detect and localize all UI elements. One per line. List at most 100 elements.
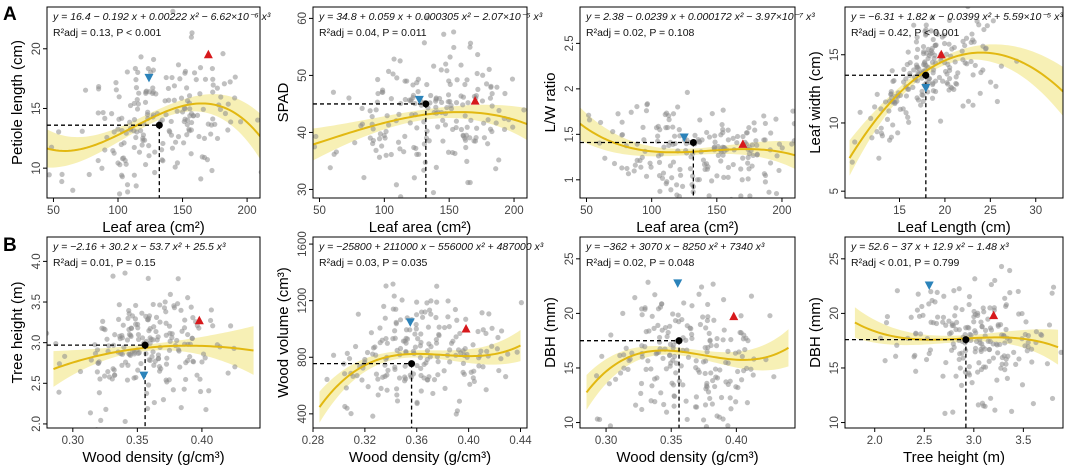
data-point <box>448 340 455 346</box>
data-point <box>419 314 426 320</box>
up-triangle-marker <box>989 310 999 320</box>
data-point <box>102 327 108 333</box>
data-point <box>430 390 436 397</box>
data-point <box>445 92 452 98</box>
data-point <box>473 135 479 141</box>
data-point <box>671 393 678 400</box>
data-point <box>705 301 711 308</box>
data-point <box>857 109 863 115</box>
data-point <box>155 356 162 362</box>
x-axis-label: Wood density (g/cm³) <box>82 449 224 466</box>
data-point <box>679 183 686 189</box>
data-point <box>1016 311 1022 317</box>
data-point <box>709 178 715 184</box>
data-point <box>442 385 448 391</box>
data-point <box>631 168 637 174</box>
data-point <box>1022 343 1028 349</box>
data-point <box>401 149 407 155</box>
data-point <box>988 281 994 288</box>
y-tick-label: 2.5 <box>31 375 43 391</box>
data-point <box>619 165 625 171</box>
x-axis-label: Leaf area (cm²) <box>636 219 739 236</box>
data-point <box>484 348 490 354</box>
data-point <box>970 37 976 43</box>
x-tick-label: 0.35 <box>126 435 148 447</box>
y-tick-label: 10 <box>829 416 841 429</box>
data-point <box>116 316 122 323</box>
data-point <box>926 350 932 357</box>
data-point <box>413 145 419 151</box>
data-point <box>725 348 731 354</box>
confidence-band <box>849 44 1063 176</box>
data-point <box>425 15 431 21</box>
data-point <box>489 325 495 331</box>
data-point <box>208 131 214 137</box>
data-point <box>453 334 459 340</box>
data-point <box>665 329 671 336</box>
data-point <box>928 289 934 295</box>
data-point <box>922 32 929 38</box>
data-point <box>496 107 502 114</box>
data-point <box>673 370 679 376</box>
data-point <box>930 88 937 94</box>
data-point <box>373 352 379 358</box>
data-point <box>715 152 721 158</box>
data-point <box>421 361 427 368</box>
data-point <box>131 172 137 178</box>
data-point <box>956 286 962 292</box>
data-point <box>889 68 895 74</box>
data-point <box>683 337 689 343</box>
data-point <box>689 335 695 342</box>
data-point <box>966 294 973 300</box>
data-point <box>696 291 702 297</box>
data-point <box>968 58 974 65</box>
data-point <box>628 109 634 115</box>
data-point <box>687 325 693 331</box>
data-point <box>660 355 666 361</box>
plot-area <box>313 15 527 198</box>
data-point <box>676 378 682 384</box>
data-point <box>626 357 632 364</box>
data-point <box>203 406 209 413</box>
data-point <box>483 330 489 337</box>
data-point <box>651 325 657 331</box>
data-point <box>135 101 141 107</box>
data-point <box>184 132 190 138</box>
data-point <box>367 108 373 114</box>
x-tick-label: 50 <box>313 205 326 217</box>
data-point <box>710 377 716 384</box>
data-point <box>163 332 169 338</box>
data-point <box>209 65 215 72</box>
data-point <box>703 358 709 364</box>
x-tick-label: 0.30 <box>595 435 617 447</box>
data-point <box>190 315 196 321</box>
data-point <box>669 175 675 181</box>
data-point <box>141 137 148 143</box>
data-point <box>982 327 989 333</box>
data-point <box>382 315 388 321</box>
data-point <box>56 361 63 367</box>
equation-line-1: y = −6.31 + 1.82 x − 0.0399 x² + 5.59×10… <box>850 11 1063 23</box>
data-point <box>707 395 713 402</box>
x-axis-label: Leaf Length (cm) <box>897 219 1010 236</box>
plot-area <box>580 89 795 198</box>
data-point <box>762 120 768 127</box>
data-point <box>146 153 152 159</box>
data-point <box>480 364 486 370</box>
data-point <box>915 291 921 297</box>
data-point <box>424 348 431 354</box>
data-point <box>359 121 365 127</box>
data-point <box>676 319 682 325</box>
data-point <box>375 392 381 398</box>
data-point <box>217 106 224 113</box>
data-point <box>648 398 654 404</box>
data-point <box>734 133 741 140</box>
data-point <box>150 85 156 91</box>
x-tick-label: 3.0 <box>966 435 982 447</box>
confidence-band <box>854 307 1059 365</box>
data-point <box>697 321 704 328</box>
data-point <box>915 46 921 53</box>
data-point <box>979 341 985 347</box>
data-point <box>959 306 965 313</box>
